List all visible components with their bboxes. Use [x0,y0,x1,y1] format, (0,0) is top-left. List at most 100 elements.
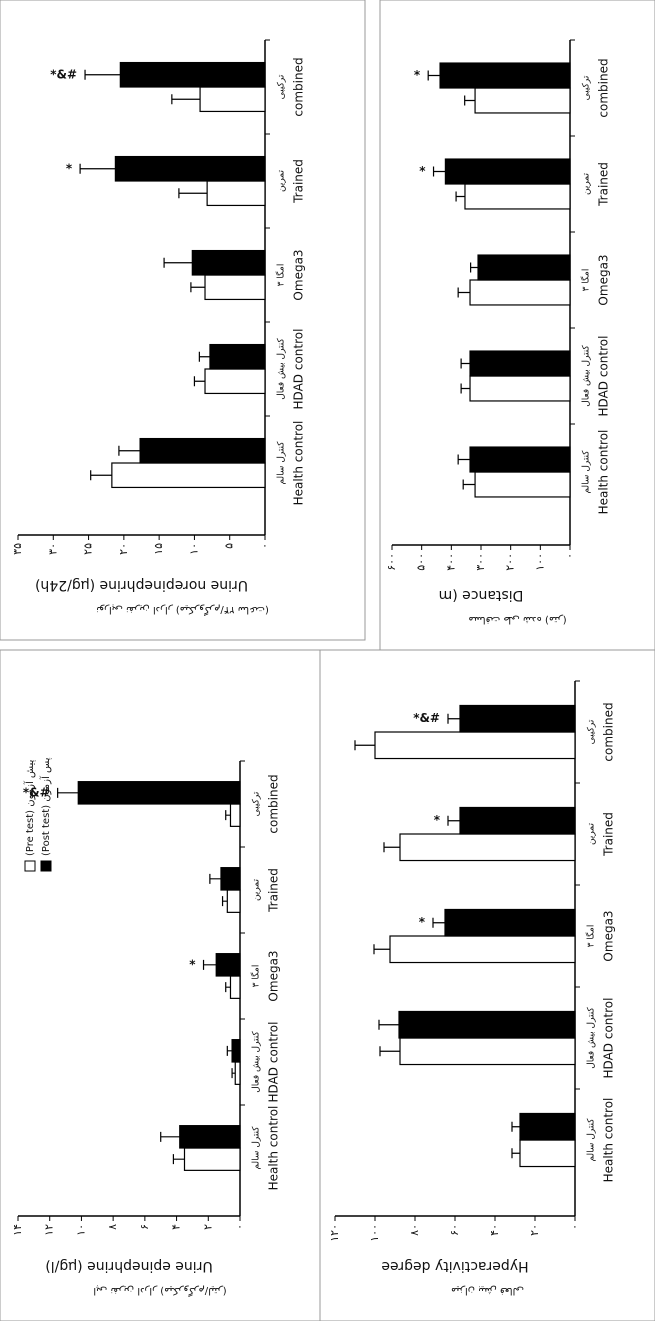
error-bar [226,810,231,820]
y-tick-label: ۲۵ [82,543,95,555]
error-bar [191,282,205,292]
error-bar [458,287,470,297]
bar [475,88,570,113]
y-tick-label: ۳۰ [46,543,59,555]
significance-mark: * [66,161,73,175]
category-label: combined [267,774,281,833]
bar [192,251,265,275]
category-label: Trained [267,868,281,913]
y-tick-label: ۱۵ [152,543,165,555]
category-label-fa: ترکیبی [252,791,262,816]
y-tick-label: ۰ [233,1224,246,1230]
bar [185,1148,241,1170]
bar [470,447,570,472]
chart: میزان بیش فعالیHyperactivity degree۰۲۰۴۰… [320,650,655,1321]
bar [210,345,265,369]
error-bar [461,383,470,393]
error-bar [226,982,231,992]
bar [460,807,575,834]
error-bar [380,1046,400,1056]
error-bar [512,1122,520,1132]
category-label-fa: تمرین [277,169,287,192]
category-label: combined [292,57,306,116]
y-tick-label: ۲۰ [117,543,130,555]
chart: نوراپی نفرین ادرار (میکروگرم/۲۴ ساعت)Uri… [0,0,365,640]
error-bar [91,470,112,480]
bar [445,909,575,936]
figure: نوراپی نفرین ادرار (میکروگرم/۲۴ ساعت)Uri… [0,0,655,1321]
y-tick-label: ۶ [138,1224,151,1230]
category-label: HDAD control [267,1022,281,1103]
category-label: Trained [292,159,306,204]
category-label: Health control [597,430,611,515]
bar [205,369,265,393]
chart-title: میزان بیش فعالی [451,1285,524,1296]
bar [235,1062,240,1084]
error-bar [465,95,475,105]
bar [470,376,570,401]
category-label: Health control [292,421,306,506]
error-bar [172,94,200,104]
significance-mark: * [419,915,426,929]
y-tick-label: ۱۰۰ [368,1224,381,1242]
bar [140,439,265,463]
bar [227,890,240,912]
legend-label: (Post test) پس آزمون [39,757,52,856]
significance-mark: * [434,813,441,827]
category-label: Trained [597,162,611,207]
chart-title: مسافت طی شده (متر) [468,614,566,625]
error-bar [355,740,375,750]
category-label: HDAD control [602,998,616,1079]
category-label: Omega3 [602,910,616,961]
error-bar [448,816,460,826]
bar [470,280,570,305]
category-label-fa: تمرین [587,822,597,845]
bar [470,351,570,376]
bar [445,159,570,184]
significance-mark: *&# [413,711,440,725]
category-label-fa: کنترل سالم [582,450,592,494]
error-bar [461,359,470,369]
chart: مسافت طی شده (متر)Distance (m۰۱۰۰۲۰۰۳۰۰۴… [380,0,655,650]
legend-label: (Pre test) پیش آزمون [23,759,36,856]
category-label-fa: کنترل بیش فعال [252,1031,262,1093]
error-bar [458,455,470,465]
y-tick-label: ۵۰۰ [415,553,428,571]
error-bar [194,376,205,386]
y-tick-label: ۴ [170,1224,183,1230]
category-label-fa: کنترل سالم [587,1118,597,1162]
bar [475,472,570,497]
error-bar [512,1148,520,1158]
error-bar [161,1132,180,1142]
significance-mark: *&# [50,67,77,81]
bar [460,705,575,732]
y-tick-label: ۱۲۰ [328,1224,341,1242]
bar [230,976,240,998]
y-axis-title: Urine epinephrine (µg/l) [45,1258,212,1274]
chart: اپی نفرین ادرار (میکروگرم/لیتر) Urine epi… [0,650,320,1321]
significance-mark: * [189,957,196,971]
error-bar [80,164,115,174]
bar [78,782,240,804]
y-tick-label: ۳۰۰ [474,553,487,571]
bar [180,1126,240,1148]
y-tick-label: ۴۰۰ [444,553,457,571]
error-bar [173,1154,184,1164]
error-bar [433,918,445,928]
error-bar [374,944,390,954]
chart-title: اپی نفرین ادرار (میکروگرم/لیتر) [93,1285,226,1297]
category-label-fa: کنترل بیش فعال [582,345,592,407]
category-label-fa: امگا ۳ [275,264,287,287]
error-bar [204,960,217,970]
error-bar [223,896,228,906]
category-label: Health control [602,1098,616,1183]
error-bar [384,842,400,852]
y-tick-label: ۸۰ [408,1224,421,1236]
category-label-fa: امگا ۳ [580,269,592,292]
y-tick-label: ۲ [201,1224,214,1230]
y-tick-label: ۲۰۰ [504,553,517,571]
bar [440,63,570,88]
error-bar [379,1020,399,1030]
error-bar [434,167,446,177]
error-bar [199,352,210,362]
